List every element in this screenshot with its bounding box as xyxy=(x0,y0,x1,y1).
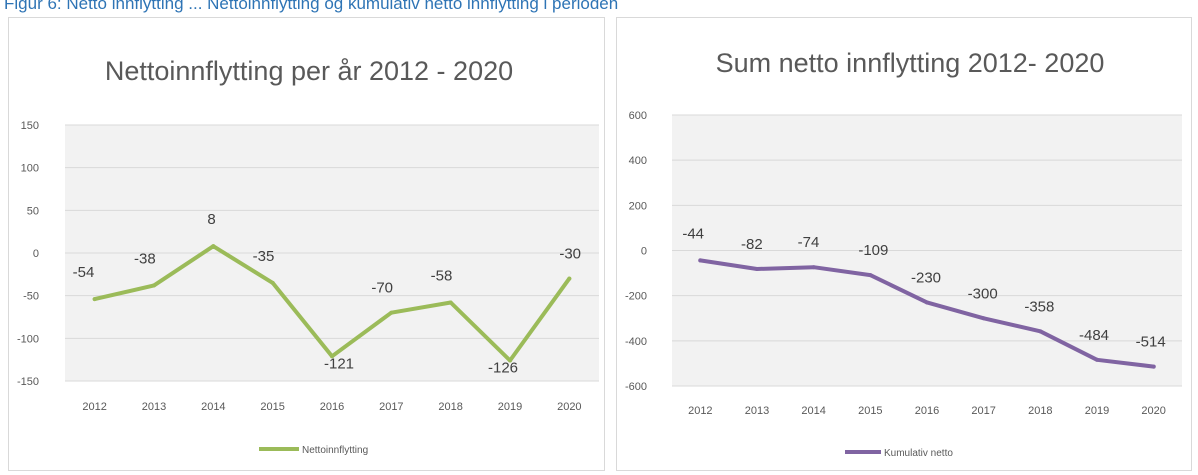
x-tick-label: 2016 xyxy=(915,405,939,417)
x-tick-label: 2014 xyxy=(801,405,825,417)
y-tick-label: 50 xyxy=(27,205,39,217)
data-label: 8 xyxy=(207,211,215,228)
data-label: -44 xyxy=(682,225,704,242)
data-point xyxy=(567,276,572,281)
data-label: -38 xyxy=(134,250,156,267)
x-tick-label: 2014 xyxy=(201,401,225,413)
data-point xyxy=(1151,364,1156,369)
data-point xyxy=(389,310,394,315)
x-tick-label: 2016 xyxy=(320,401,344,413)
data-label: -121 xyxy=(324,355,354,372)
data-point xyxy=(211,244,216,249)
data-label: -358 xyxy=(1024,298,1054,315)
y-tick-label: 150 xyxy=(21,120,39,132)
data-point xyxy=(330,354,334,359)
data-point xyxy=(925,300,929,305)
x-tick-label: 2017 xyxy=(379,401,403,413)
x-tick-label: 2013 xyxy=(745,405,769,417)
legend-label: Nettoinnflytting xyxy=(302,445,368,456)
data-label: -58 xyxy=(431,267,453,284)
chart-nettoinnflytting: Nettoinnflytting per år 2012 - 2020 150 10… xyxy=(17,56,599,456)
chart-panel-nettoinnflytting: Nettoinnflytting per år 2012 - 2020 150 10… xyxy=(8,17,605,471)
data-point xyxy=(811,265,816,270)
y-tick-label: -100 xyxy=(17,333,39,345)
chart-kumulativ-netto: Sum netto innflytting 2012- 2020 600 400 20… xyxy=(625,48,1182,459)
y-tick-label: -600 xyxy=(625,381,647,393)
data-point xyxy=(508,358,512,363)
data-point xyxy=(1095,357,1099,362)
x-tick-label: 2012 xyxy=(688,405,712,417)
y-tick-label: 600 xyxy=(629,110,647,122)
data-label: -126 xyxy=(488,360,518,377)
x-tick-label: 2017 xyxy=(971,405,995,417)
y-tick-label: -400 xyxy=(625,336,647,348)
x-tick-label: 2019 xyxy=(498,401,522,413)
y-tick-label: -200 xyxy=(625,291,647,303)
data-point xyxy=(698,258,703,263)
y-tick-label: -50 xyxy=(23,291,39,303)
chart-panel-kumulativ: Sum netto innflytting 2012- 2020 600 400 20… xyxy=(616,17,1192,471)
data-label: -74 xyxy=(798,234,820,251)
data-label: -514 xyxy=(1136,334,1166,351)
y-tick-label: 200 xyxy=(629,200,647,212)
x-tick-label: 2015 xyxy=(260,401,284,413)
data-label: -54 xyxy=(73,264,95,281)
x-tick-label: 2013 xyxy=(142,401,166,413)
data-label: -70 xyxy=(371,280,393,297)
data-label: -484 xyxy=(1079,327,1109,344)
x-tick-label: 2020 xyxy=(557,401,581,413)
x-tick-label: 2015 xyxy=(858,405,882,417)
y-tick-label: 0 xyxy=(641,246,647,258)
data-label: -30 xyxy=(559,246,581,263)
data-point xyxy=(152,283,156,288)
figure-caption: Figur 6: Netto innflytting ... Nettoinnf… xyxy=(4,0,619,13)
data-point xyxy=(755,267,759,272)
x-tick-label: 2020 xyxy=(1141,405,1165,417)
y-tick-label: 0 xyxy=(33,248,39,260)
y-tick-label: 100 xyxy=(21,163,39,175)
x-tick-label: 2012 xyxy=(82,401,106,413)
data-label: -300 xyxy=(968,285,998,302)
data-label: -35 xyxy=(253,248,275,265)
data-point xyxy=(448,300,453,305)
data-point xyxy=(868,273,873,278)
data-label: -82 xyxy=(741,236,763,253)
chart-title: Nettoinnflytting per år 2012 - 2020 xyxy=(105,56,513,86)
data-point xyxy=(1038,329,1043,334)
chart-title: Sum netto innflytting 2012- 2020 xyxy=(716,48,1105,78)
data-label: -109 xyxy=(858,242,888,259)
x-tick-label: 2018 xyxy=(1028,405,1052,417)
x-tick-label: 2018 xyxy=(438,401,462,413)
data-label: -230 xyxy=(911,269,941,286)
y-tick-label: 400 xyxy=(629,155,647,167)
data-point xyxy=(92,297,97,302)
legend-label: Kumulativ netto xyxy=(884,448,953,459)
x-tick-label: 2019 xyxy=(1085,405,1109,417)
data-point xyxy=(981,316,986,321)
y-tick-label: -150 xyxy=(17,376,39,388)
data-point xyxy=(270,280,275,285)
